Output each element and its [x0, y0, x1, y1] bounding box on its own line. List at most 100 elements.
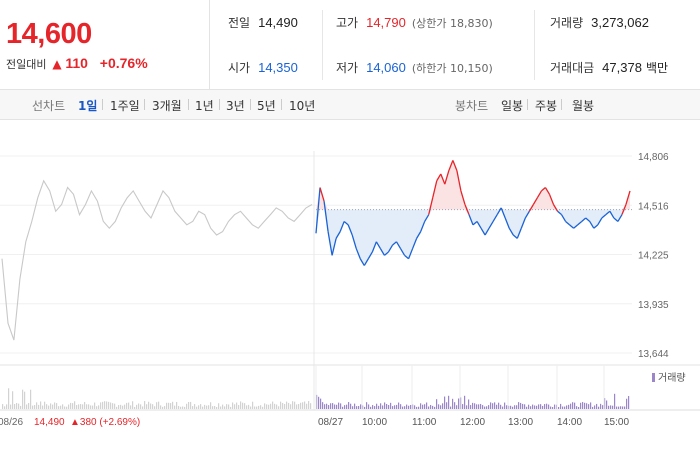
price-segment — [407, 248, 414, 259]
volume-bar — [340, 403, 342, 409]
volume-bar — [308, 401, 310, 409]
volume-bar — [14, 404, 16, 409]
volume-bar — [504, 402, 506, 409]
volume-bar — [246, 405, 248, 409]
volume-bar — [30, 389, 32, 409]
volume-bar — [220, 406, 222, 409]
volume-bar — [160, 405, 162, 409]
volume-bar — [252, 401, 254, 409]
volume-bar — [614, 393, 616, 409]
divider — [561, 99, 562, 110]
volume-bar — [508, 405, 510, 409]
volume-bar — [546, 403, 548, 409]
volume-bar — [318, 396, 320, 409]
stat-value: 3,273,062 — [591, 15, 649, 30]
volume-bar — [590, 402, 592, 409]
volume-bar — [594, 405, 596, 409]
volume-bar — [372, 405, 374, 409]
volume-bar — [474, 403, 476, 409]
period-1d[interactable]: 1일 — [78, 99, 98, 113]
volume-bars — [2, 388, 630, 409]
volume-bar — [20, 405, 22, 409]
volume-bar — [162, 406, 164, 409]
volume-bar — [398, 402, 400, 409]
volume-bar — [128, 402, 130, 409]
period-5y[interactable]: 5년 — [257, 99, 276, 113]
volume-bar — [588, 404, 590, 409]
x-tick-label: 14:00 — [557, 417, 582, 428]
volume-bar — [448, 395, 450, 409]
volume-bar — [298, 404, 300, 409]
volume-bar — [114, 403, 116, 409]
volume-bar — [22, 389, 24, 409]
volume-bar — [106, 401, 108, 409]
volume-bar — [150, 403, 152, 409]
volume-bar — [452, 398, 454, 409]
volume-bar — [112, 403, 114, 409]
period-3m[interactable]: 3개월 — [152, 99, 182, 113]
volume-bar — [488, 405, 490, 409]
volume-bar — [96, 406, 98, 409]
price-segment — [536, 190, 542, 199]
volume-bar — [100, 402, 102, 409]
price-segment — [428, 197, 434, 215]
volume-bar — [574, 402, 576, 409]
volume-bar — [494, 402, 496, 409]
volume-bar — [552, 406, 554, 409]
volume-bar — [98, 405, 100, 409]
stat-value: 14,790 — [366, 15, 406, 30]
line-chart-label: 선차트 — [32, 99, 66, 113]
price-segment — [327, 231, 333, 256]
volume-bar — [412, 404, 414, 409]
candle-monthly[interactable]: 월봉 — [572, 99, 595, 113]
volume-bar — [368, 404, 370, 409]
volume-bar — [230, 406, 232, 409]
volume-bar — [166, 402, 168, 409]
price-chart[interactable]: 14,806 14,516 14,225 13,935 13,644 거래량 08/27… — [0, 121, 700, 450]
divider — [219, 99, 220, 110]
volume-bar — [354, 403, 356, 409]
volume-bar — [418, 406, 420, 409]
volume-bar — [296, 404, 298, 409]
period-10y[interactable]: 10년 — [289, 99, 316, 113]
volume-bar — [32, 405, 34, 409]
volume-bar — [242, 402, 244, 409]
volume-bar — [330, 403, 332, 409]
price-segment — [468, 214, 474, 226]
volume-bar — [438, 404, 440, 409]
volume-bar — [558, 406, 560, 409]
volume-bar — [600, 403, 602, 409]
price-segment — [355, 248, 361, 259]
divider — [322, 10, 323, 80]
divider — [102, 99, 103, 110]
volume-bar — [522, 403, 524, 409]
volume-bar — [92, 405, 94, 409]
volume-bar — [266, 404, 268, 409]
volume-bar — [472, 402, 474, 409]
period-1w[interactable]: 1주일 — [110, 99, 140, 113]
volume-bar — [122, 405, 124, 409]
volume-bar — [38, 404, 40, 409]
volume-bar — [82, 404, 84, 409]
volume-bar — [80, 404, 82, 409]
price-segment — [363, 258, 369, 266]
volume-bar — [352, 406, 354, 409]
price-segment — [544, 187, 551, 195]
price-segment — [412, 238, 418, 249]
price-segment — [424, 214, 430, 222]
volume-bar — [442, 403, 444, 409]
volume-bar — [526, 406, 528, 409]
price-segment — [605, 210, 611, 216]
period-3y[interactable]: 3년 — [226, 99, 245, 113]
volume-bar — [596, 403, 598, 409]
volume-bar — [570, 403, 572, 409]
divider — [188, 99, 189, 110]
period-1y[interactable]: 1년 — [195, 99, 214, 113]
prev-day-line — [1, 179, 313, 341]
volume-bar — [568, 404, 570, 409]
current-price: 14,600 — [6, 18, 92, 50]
volume-bar — [258, 405, 260, 409]
volume-bar — [90, 405, 92, 409]
candle-daily[interactable]: 일봉 — [501, 99, 524, 113]
candle-weekly[interactable]: 주봉 — [535, 99, 558, 113]
